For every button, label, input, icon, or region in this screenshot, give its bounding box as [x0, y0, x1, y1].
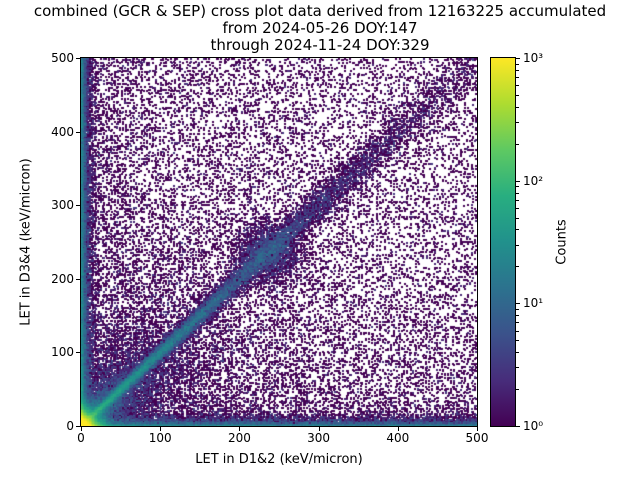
colorbar-tick-label: 10²	[523, 173, 544, 188]
x-tick	[160, 427, 162, 431]
colorbar-minor-tick	[516, 85, 519, 87]
x-tick-label: 500	[465, 431, 489, 445]
colorbar-minor-tick	[516, 63, 519, 65]
colorbar-gradient	[491, 58, 515, 426]
colorbar-minor-tick	[516, 322, 519, 324]
x-tick-label: 100	[148, 431, 172, 445]
colorbar-minor-tick	[516, 207, 519, 209]
title-line-3: through 2024-11-24 DOY:329	[210, 36, 430, 54]
x-tick-label: 0	[77, 431, 85, 445]
colorbar-minor-tick	[516, 69, 519, 71]
colorbar-minor-tick	[516, 192, 519, 194]
colorbar-tick	[516, 58, 520, 59]
x-tick	[397, 427, 399, 431]
colorbar-tick-label: 10¹	[523, 296, 544, 311]
colorbar-minor-tick	[516, 106, 519, 108]
colorbar-minor-tick	[516, 94, 519, 96]
x-tick	[318, 427, 320, 431]
colorbar	[490, 57, 516, 427]
y-tick	[76, 352, 80, 354]
colorbar-minor-tick	[516, 186, 519, 188]
chart-title: combined (GCR & SEP) cross plot data der…	[0, 3, 640, 54]
colorbar-minor-tick	[516, 199, 519, 201]
colorbar-minor-tick	[516, 266, 519, 268]
y-axis-label: LET in D3&4 (keV/micron)	[18, 158, 34, 326]
scatter-heatmap-canvas	[81, 58, 477, 426]
y-tick	[76, 58, 80, 59]
colorbar-tick	[516, 303, 520, 305]
y-tick-label: 0	[66, 419, 74, 433]
x-axis-label: LET in D1&2 (keV/micron)	[195, 452, 363, 467]
plot-area	[80, 57, 478, 427]
x-tick-label: 200	[227, 431, 251, 445]
colorbar-minor-tick	[516, 244, 519, 246]
colorbar-minor-tick	[516, 217, 519, 219]
colorbar-label: Counts	[554, 219, 570, 265]
y-tick-label: 200	[51, 271, 74, 286]
colorbar-minor-tick	[516, 352, 519, 354]
y-tick	[76, 426, 80, 427]
colorbar-minor-tick	[516, 367, 519, 369]
y-tick-label: 300	[51, 198, 74, 213]
colorbar-tick	[516, 180, 520, 182]
x-tick	[239, 427, 241, 431]
colorbar-minor-tick	[516, 340, 519, 342]
y-tick	[76, 278, 80, 280]
colorbar-minor-tick	[516, 122, 519, 124]
x-tick	[81, 427, 82, 431]
colorbar-minor-tick	[516, 315, 519, 317]
colorbar-tick-label: 10³	[523, 51, 544, 65]
x-tick	[477, 427, 478, 431]
colorbar-minor-tick	[516, 143, 519, 145]
y-tick	[76, 205, 80, 207]
colorbar-minor-tick	[516, 229, 519, 231]
colorbar-tick	[516, 426, 520, 427]
title-line-1: combined (GCR & SEP) cross plot data der…	[33, 2, 607, 20]
colorbar-minor-tick	[516, 389, 519, 391]
y-tick	[76, 131, 80, 133]
x-tick-label: 400	[386, 431, 410, 445]
x-tick-label: 300	[307, 431, 331, 445]
title-line-2: from 2024-05-26 DOY:147	[222, 19, 418, 37]
y-tick-label: 500	[51, 51, 74, 65]
y-tick-label: 400	[51, 124, 74, 139]
colorbar-minor-tick	[516, 330, 519, 332]
y-tick-label: 100	[51, 345, 74, 360]
colorbar-minor-tick	[516, 308, 519, 310]
colorbar-minor-tick	[516, 77, 519, 78]
colorbar-tick-label: 10⁰	[523, 419, 544, 433]
